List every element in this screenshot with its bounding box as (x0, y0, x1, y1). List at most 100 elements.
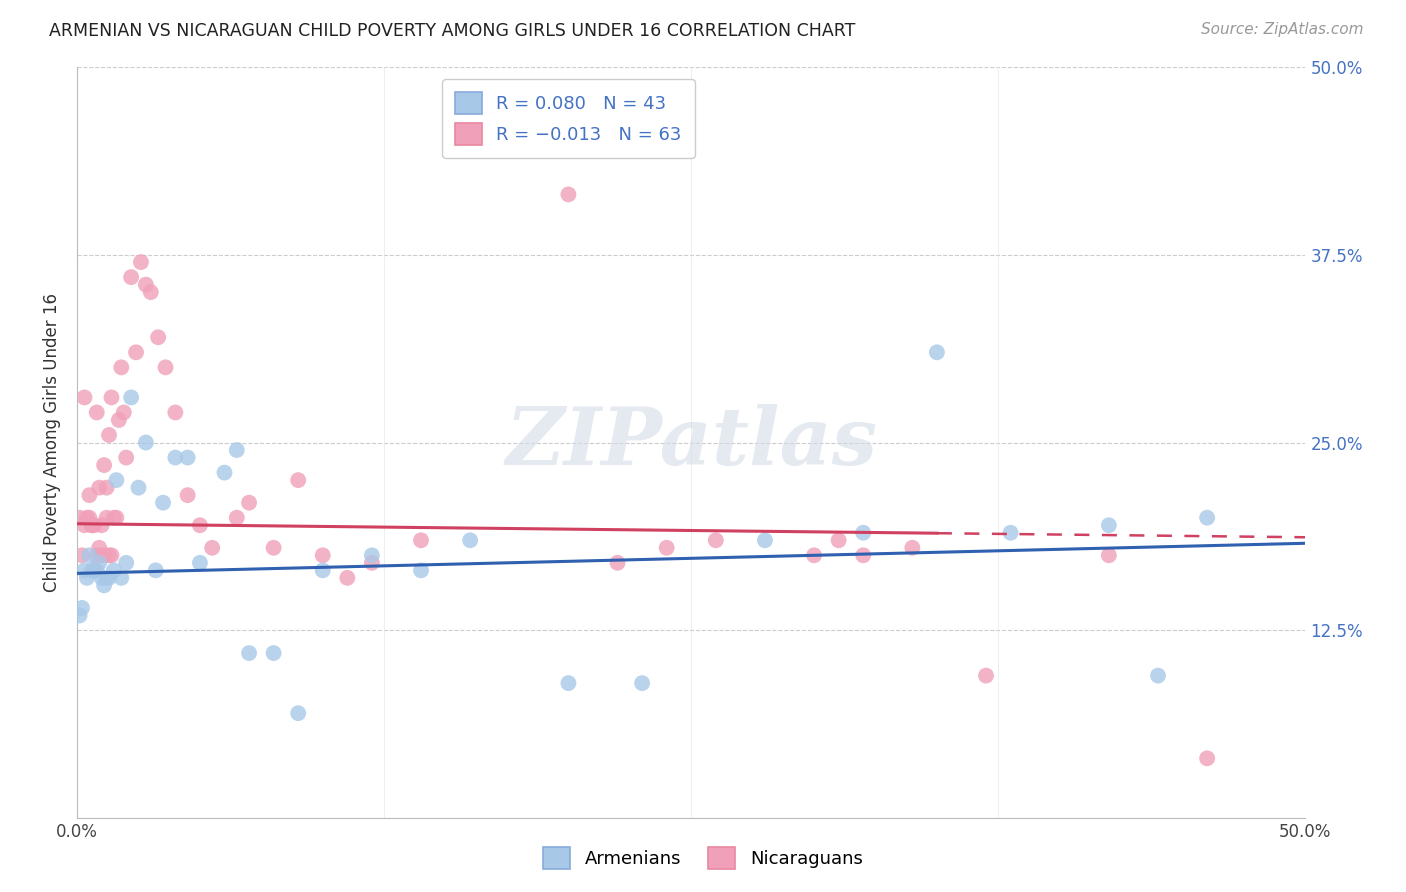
Point (120, 270, 142, 285)
Point (79, 488, 101, 502)
Point (100, 549, 122, 563)
Point (108, 413, 131, 427)
Point (80, 518, 103, 533)
Point (110, 571, 132, 585)
Point (135, 435, 157, 450)
Point (214, 466, 236, 480)
Point (100, 391, 122, 405)
Point (90, 549, 112, 563)
Point (263, 541, 285, 555)
Point (201, 541, 224, 555)
Point (80, 563, 103, 577)
Point (852, 525, 875, 540)
Point (484, 128, 506, 142)
Point (89, 541, 111, 555)
Point (90, 571, 112, 585)
Point (336, 571, 359, 585)
Point (312, 563, 335, 577)
Point (69, 510, 91, 524)
Point (409, 563, 432, 577)
Point (73, 563, 96, 577)
Point (98, 571, 121, 585)
Point (803, 549, 825, 563)
Point (73, 518, 96, 533)
Point (1197, 510, 1219, 524)
Point (145, 563, 167, 577)
Point (139, 285, 162, 300)
Point (89, 481, 111, 495)
Point (225, 510, 247, 524)
Point (704, 533, 727, 548)
Point (125, 345, 148, 359)
Point (287, 473, 309, 487)
Point (146, 330, 169, 344)
Point (655, 541, 678, 555)
Point (93, 578, 115, 592)
Point (96, 510, 118, 524)
Point (115, 556, 138, 570)
Point (827, 533, 849, 548)
Point (110, 360, 132, 375)
Point (1000, 525, 1022, 540)
Point (83, 563, 105, 577)
Point (557, 676, 579, 690)
Point (79, 549, 101, 563)
Point (1197, 751, 1219, 765)
Point (135, 277, 157, 292)
Point (409, 533, 432, 548)
Point (96, 481, 118, 495)
Point (165, 450, 187, 465)
Point (86, 549, 108, 563)
Point (925, 345, 948, 359)
Point (76, 510, 98, 524)
Text: ZIPatlas: ZIPatlas (505, 404, 877, 482)
Point (360, 556, 382, 570)
Point (90, 518, 112, 533)
Point (129, 255, 152, 269)
Point (263, 646, 285, 660)
Point (238, 646, 260, 660)
Point (165, 405, 187, 419)
Point (98, 428, 121, 442)
Point (606, 556, 628, 570)
Y-axis label: Child Poverty Among Girls Under 16: Child Poverty Among Girls Under 16 (44, 293, 60, 592)
Point (103, 510, 125, 524)
Point (901, 541, 924, 555)
Point (93, 549, 115, 563)
Point (105, 473, 128, 487)
Point (754, 533, 776, 548)
Point (83, 563, 105, 577)
Point (1098, 518, 1121, 533)
Text: ARMENIAN VS NICARAGUAN CHILD POVERTY AMONG GIRLS UNDER 16 CORRELATION CHART: ARMENIAN VS NICARAGUAN CHILD POVERTY AMO… (49, 22, 856, 40)
Point (69, 608, 91, 623)
Point (93, 458, 115, 472)
Point (238, 496, 260, 510)
Point (86, 563, 108, 577)
Point (1098, 549, 1121, 563)
Point (155, 360, 177, 375)
Point (176, 488, 198, 502)
Point (115, 450, 138, 465)
Point (70, 549, 93, 563)
Legend: R = 0.080   N = 43, R = −0.013   N = 63: R = 0.080 N = 43, R = −0.013 N = 63 (443, 79, 695, 158)
Point (112, 405, 135, 419)
Point (1147, 668, 1170, 682)
Point (188, 556, 211, 570)
Point (86, 405, 108, 419)
Point (128, 481, 150, 495)
Point (96, 571, 118, 585)
Point (188, 518, 211, 533)
Point (76, 571, 98, 585)
Text: Source: ZipAtlas.com: Source: ZipAtlas.com (1201, 22, 1364, 37)
Point (73, 391, 96, 405)
Point (360, 549, 382, 563)
Point (89, 556, 111, 570)
Point (312, 549, 335, 563)
Point (105, 510, 128, 524)
Point (70, 601, 93, 615)
Point (98, 549, 121, 563)
Point (176, 450, 198, 465)
Point (447, 97, 470, 112)
Point (631, 676, 654, 690)
Point (974, 668, 997, 682)
